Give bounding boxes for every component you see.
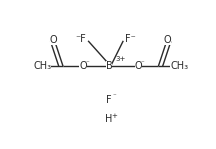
Text: O: O: [135, 61, 142, 71]
Text: F: F: [106, 95, 111, 105]
Text: +: +: [111, 113, 117, 119]
Text: ⁻F: ⁻F: [76, 34, 86, 44]
Text: O: O: [164, 35, 172, 45]
Text: B: B: [106, 61, 112, 71]
Text: CH₃: CH₃: [33, 61, 51, 71]
Text: ⁻: ⁻: [113, 93, 116, 100]
Text: O: O: [79, 61, 87, 71]
Text: 3+: 3+: [115, 56, 125, 62]
Text: O: O: [50, 35, 58, 45]
Text: H: H: [105, 114, 112, 124]
Text: ⁻: ⁻: [86, 60, 89, 66]
Text: CH₃: CH₃: [170, 61, 188, 71]
Text: F⁻: F⁻: [125, 34, 136, 44]
Text: ⁻: ⁻: [141, 60, 145, 66]
